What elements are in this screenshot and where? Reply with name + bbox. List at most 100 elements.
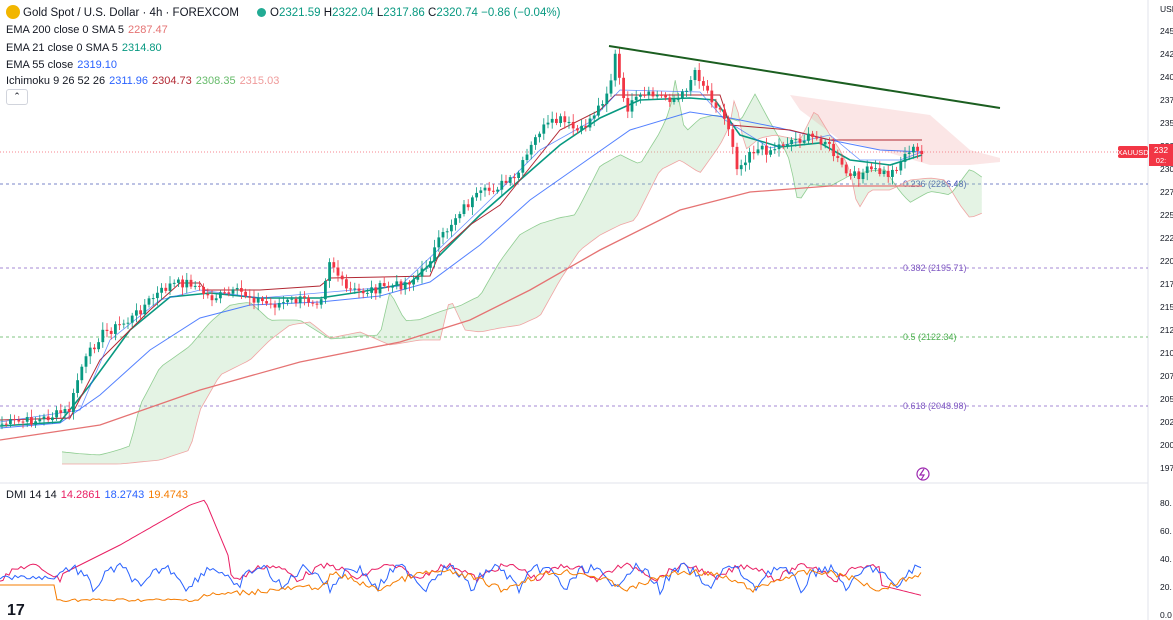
candle-body (206, 293, 210, 296)
candle-body (101, 329, 105, 343)
candle-body (802, 140, 806, 143)
candle-body (706, 85, 709, 91)
candle-body (122, 323, 126, 325)
candle-body (88, 347, 92, 357)
candle-body (874, 168, 877, 170)
candle-body (639, 94, 642, 97)
candle-body (760, 145, 764, 150)
candle-body (256, 298, 260, 303)
candle-body (727, 118, 730, 130)
candle-body (378, 283, 382, 294)
collapse-legend-button[interactable]: ⌃ (6, 89, 28, 105)
symbol-title[interactable]: Gold Spot / U.S. Dollar · 4h · FOREXCOM (23, 7, 240, 19)
indicator-ema21[interactable]: EMA 21 close 0 SMA 5 2314.80 (6, 42, 162, 54)
indicator-ema55[interactable]: EMA 55 close 2319.10 (6, 59, 117, 71)
candle-body (370, 287, 373, 293)
candle-body (429, 261, 432, 268)
candle-body (160, 287, 163, 293)
candle-body (408, 282, 411, 285)
candle-body (462, 204, 466, 214)
candle-body (563, 116, 567, 123)
candle-body (210, 295, 214, 301)
candle-body (84, 356, 88, 367)
candle-body (25, 417, 29, 422)
dmi-axis-tick: 20. (1160, 582, 1172, 592)
candle-body (907, 152, 911, 154)
candle-body (466, 204, 470, 208)
candle-body (97, 342, 100, 350)
candle-body (80, 366, 84, 381)
candle-body (681, 91, 684, 99)
candle-body (382, 283, 386, 286)
candle-body (849, 173, 852, 176)
indicator-dmi[interactable]: DMI 14 14 14.2861 18.2743 19.4743 (6, 489, 188, 501)
candle-body (9, 419, 12, 424)
price-axis-tick: 225 (1160, 210, 1173, 220)
price-axis-bg (1149, 0, 1173, 620)
candle-body (882, 170, 886, 175)
candle-body (126, 322, 130, 324)
dmi-plus-line (0, 499, 922, 596)
candle-body (718, 107, 722, 110)
price-axis-tick: 210 (1160, 348, 1173, 358)
tradingview-logo[interactable]: 17 (7, 602, 25, 619)
candle-body (349, 288, 352, 290)
candle-body (307, 297, 310, 303)
candle-body (441, 232, 445, 238)
candle-body (46, 416, 50, 421)
adx-value: 19.4743 (148, 489, 189, 501)
candle-body (458, 213, 462, 219)
adx-line (0, 568, 922, 603)
symbol-tag-bg (1118, 146, 1148, 158)
candle-body (916, 146, 919, 151)
dmi-minus-line (0, 562, 922, 596)
dmi-axis-tick: 40. (1160, 554, 1172, 564)
candle-body (374, 287, 378, 294)
indicator-ichimoku[interactable]: Ichimoku 9 26 52 26 2311.96 2304.73 2308.35… (6, 75, 279, 87)
candle-body (622, 77, 625, 99)
indicator-label: EMA 200 close 0 SMA 5 (6, 24, 125, 36)
candle-body (21, 421, 25, 423)
candle-body (189, 279, 193, 287)
indicator-value: 2287.47 (128, 24, 168, 36)
fib-level-label: 0.618 (2048.98) (903, 401, 967, 411)
candle-body (93, 347, 96, 350)
candle-body (147, 298, 151, 305)
candle-body (613, 53, 617, 81)
candle-body (891, 169, 894, 177)
candle-body (597, 105, 600, 116)
candle-body (605, 93, 609, 105)
candle-body (151, 298, 155, 300)
candle-body (664, 95, 667, 98)
candle-body (214, 298, 218, 301)
ema200-line (0, 185, 922, 441)
indicator-ema200[interactable]: EMA 200 close 0 SMA 5 2287.47 (6, 24, 168, 36)
candle-body (475, 192, 478, 198)
candle-body (714, 102, 718, 108)
candle-body (844, 164, 848, 174)
candle-body (328, 262, 331, 281)
market-status-icon (257, 8, 267, 17)
candle-body (823, 141, 827, 145)
candle-body (361, 290, 365, 294)
candle-body (651, 91, 655, 97)
symbol-header[interactable]: Gold Spot / U.S. Dollar · 4h · FOREXCOM O… (6, 5, 560, 19)
candle-body (765, 145, 768, 155)
candle-body (676, 98, 680, 100)
dmi-minus-value: 18.2743 (104, 489, 145, 501)
ohlc-change: −0.86 (−0.04%) (481, 7, 561, 19)
symbol-tag: XAUUSD (1117, 148, 1149, 157)
candle-body (193, 285, 197, 287)
candle-body (920, 150, 924, 155)
candle-body (63, 409, 67, 414)
candle-body (399, 281, 403, 290)
price-axis-tick: 205 (1160, 394, 1173, 404)
candle-body (870, 166, 873, 170)
candle-body (660, 94, 663, 96)
candle-body (261, 298, 264, 302)
candle-body (72, 392, 75, 412)
indicator-label: EMA 21 close 0 SMA 5 (6, 42, 118, 54)
indicator-label: Ichimoku 9 26 52 26 (6, 75, 106, 87)
candle-body (500, 180, 504, 190)
